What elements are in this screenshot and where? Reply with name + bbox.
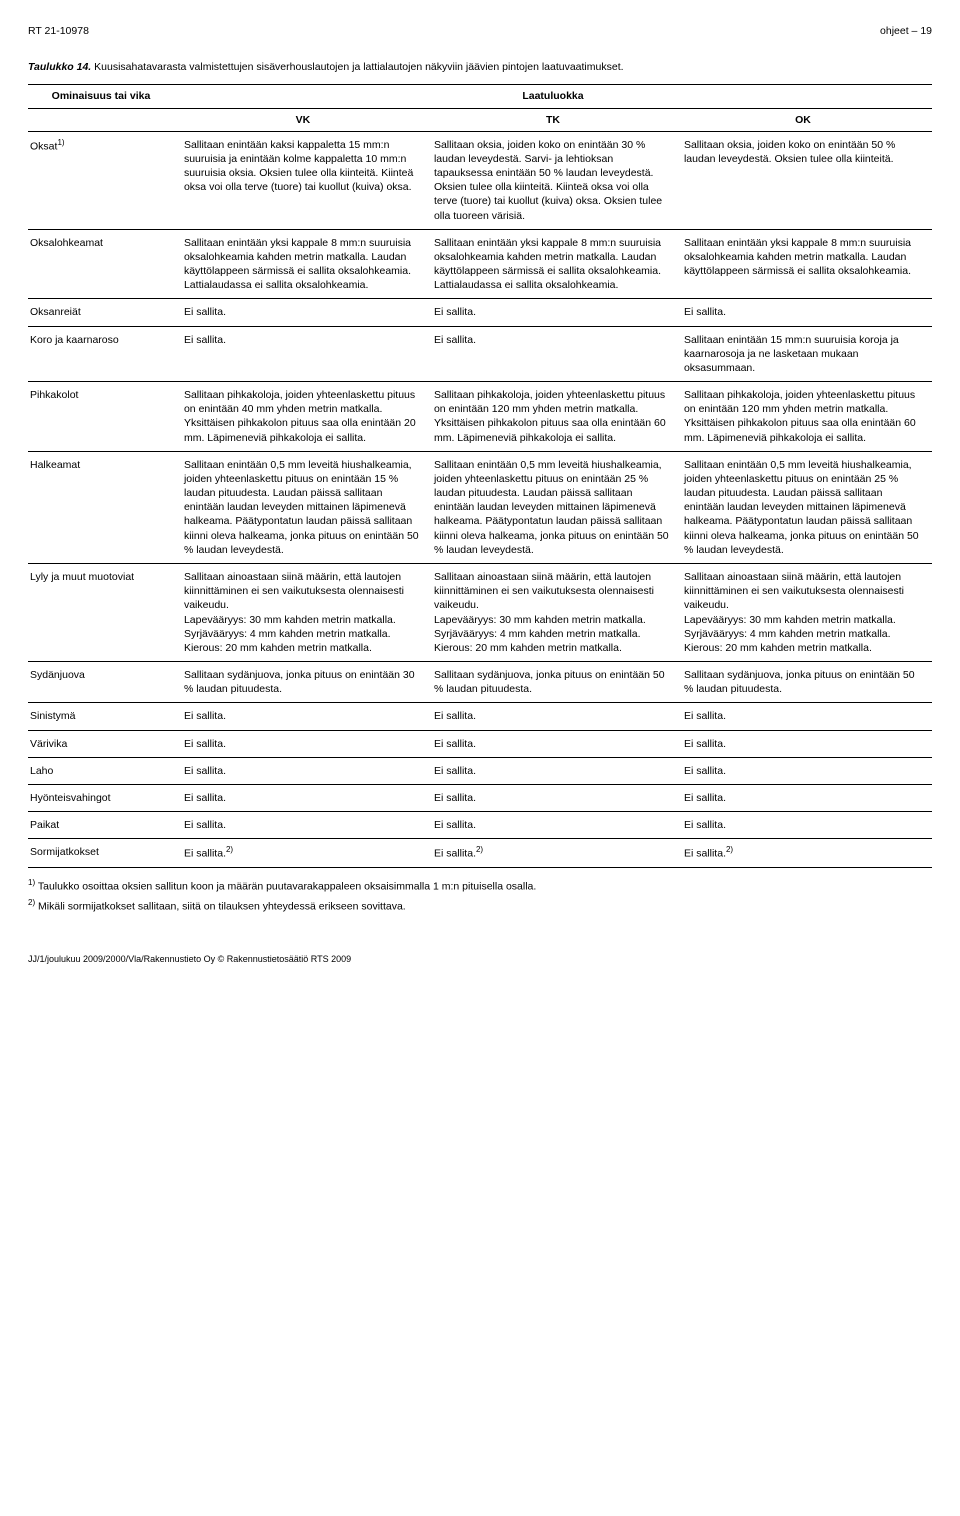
cell-tk: Ei sallita. (432, 812, 682, 839)
cell-vk: Sallitaan sydänjuova, jonka pituus on en… (182, 662, 432, 703)
footnote-2: 2) Mikäli sormijatkokset sallitaan, siit… (28, 898, 932, 914)
cell-ok: Ei sallita. (682, 812, 932, 839)
cell-vk: Sallitaan enintään 0,5 mm leveitä hiusha… (182, 451, 432, 563)
row-label: Pihkakolot (28, 382, 182, 452)
table-row: Koro ja kaarnarosoEi sallita.Ei sallita.… (28, 326, 932, 382)
table-row: OksalohkeamatSallitaan enintään yksi kap… (28, 229, 932, 299)
cell-ok: Ei sallita.2) (682, 839, 932, 868)
table-row: SormijatkoksetEi sallita.2)Ei sallita.2)… (28, 839, 932, 868)
cell-ok: Sallitaan ainoastaan siinä määrin, että … (682, 563, 932, 661)
table-row: Lyly ja muut muotoviatSallitaan ainoasta… (28, 563, 932, 661)
row-label: Hyönteisvahingot (28, 784, 182, 811)
table-row: PihkakolotSallitaan pihkakoloja, joiden … (28, 382, 932, 452)
page-footer: JJ/1/joulukuu 2009/2000/Vla/Rakennustiet… (28, 953, 932, 965)
cell-tk: Ei sallita. (432, 730, 682, 757)
cell-tk: Ei sallita. (432, 757, 682, 784)
footnotes: 1) Taulukko osoittaa oksien sallitun koo… (28, 878, 932, 913)
row-label: Oksat1) (28, 131, 182, 229)
cell-tk: Sallitaan enintään yksi kappale 8 mm:n s… (432, 229, 682, 299)
cell-tk: Sallitaan pihkakoloja, joiden yhteenlask… (432, 382, 682, 452)
cell-tk: Ei sallita. (432, 703, 682, 730)
cell-vk: Sallitaan pihkakoloja, joiden yhteenlask… (182, 382, 432, 452)
table-col-header-row: VK TK OK (28, 108, 932, 131)
cell-vk: Ei sallita. (182, 757, 432, 784)
col-header-ok: OK (682, 108, 932, 131)
cell-tk: Ei sallita. (432, 326, 682, 382)
cell-vk: Ei sallita. (182, 730, 432, 757)
row-label: Sydänjuova (28, 662, 182, 703)
table-row: VärivikaEi sallita.Ei sallita.Ei sallita… (28, 730, 932, 757)
cell-tk: Ei sallita. (432, 784, 682, 811)
cell-vk: Sallitaan ainoastaan siinä määrin, että … (182, 563, 432, 661)
table-row: HyönteisvahingotEi sallita.Ei sallita.Ei… (28, 784, 932, 811)
footnote-1: 1) Taulukko osoittaa oksien sallitun koo… (28, 878, 932, 894)
table-row: LahoEi sallita.Ei sallita.Ei sallita. (28, 757, 932, 784)
row-label: Sinistymä (28, 703, 182, 730)
quality-table: Ominaisuus tai vika Laatuluokka VK TK OK… (28, 84, 932, 868)
table-row: PaikatEi sallita.Ei sallita.Ei sallita. (28, 812, 932, 839)
row-label: Lyly ja muut muotoviat (28, 563, 182, 661)
cell-ok: Sallitaan sydänjuova, jonka pituus on en… (682, 662, 932, 703)
page-header: RT 21-10978 ohjeet – 19 (28, 24, 932, 38)
caption-rest: Kuusisahatavarasta valmistettujen sisäve… (91, 61, 623, 73)
cell-vk: Ei sallita. (182, 703, 432, 730)
table-row: SydänjuovaSallitaan sydänjuova, jonka pi… (28, 662, 932, 703)
cell-vk: Sallitaan enintään kaksi kappaletta 15 m… (182, 131, 432, 229)
cell-vk: Ei sallita. (182, 326, 432, 382)
cell-ok: Ei sallita. (682, 730, 932, 757)
cell-tk: Sallitaan sydänjuova, jonka pituus on en… (432, 662, 682, 703)
row-label: Laho (28, 757, 182, 784)
header-left: RT 21-10978 (28, 24, 89, 38)
cell-ok: Sallitaan pihkakoloja, joiden yhteenlask… (682, 382, 932, 452)
table-row: HalkeamatSallitaan enintään 0,5 mm levei… (28, 451, 932, 563)
row-label: Sormijatkokset (28, 839, 182, 868)
table-row: OksanreiätEi sallita.Ei sallita.Ei salli… (28, 299, 932, 326)
caption-bold: Taulukko 14. (28, 61, 91, 73)
cell-tk: Sallitaan oksia, joiden koko on enintään… (432, 131, 682, 229)
col-header-tk: TK (432, 108, 682, 131)
cell-ok: Sallitaan enintään 15 mm:n suuruisia kor… (682, 326, 932, 382)
header-right: ohjeet – 19 (880, 24, 932, 38)
cell-tk: Ei sallita.2) (432, 839, 682, 868)
table-group-header-row: Ominaisuus tai vika Laatuluokka (28, 85, 932, 108)
cell-ok: Ei sallita. (682, 784, 932, 811)
col-header-property: Ominaisuus tai vika (28, 85, 182, 108)
cell-tk: Sallitaan enintään 0,5 mm leveitä hiusha… (432, 451, 682, 563)
cell-ok: Ei sallita. (682, 757, 932, 784)
table-caption: Taulukko 14. Kuusisahatavarasta valmiste… (28, 60, 932, 74)
col-group-header: Laatuluokka (182, 85, 932, 108)
cell-vk: Ei sallita. (182, 812, 432, 839)
row-label: Oksanreiät (28, 299, 182, 326)
cell-ok: Sallitaan enintään 0,5 mm leveitä hiusha… (682, 451, 932, 563)
col-header-empty (28, 108, 182, 131)
row-label: Oksalohkeamat (28, 229, 182, 299)
row-label: Halkeamat (28, 451, 182, 563)
cell-vk: Ei sallita. (182, 784, 432, 811)
row-label: Värivika (28, 730, 182, 757)
cell-vk: Ei sallita.2) (182, 839, 432, 868)
row-label: Koro ja kaarnaroso (28, 326, 182, 382)
cell-vk: Ei sallita. (182, 299, 432, 326)
cell-tk: Ei sallita. (432, 299, 682, 326)
cell-ok: Sallitaan enintään yksi kappale 8 mm:n s… (682, 229, 932, 299)
col-header-vk: VK (182, 108, 432, 131)
cell-vk: Sallitaan enintään yksi kappale 8 mm:n s… (182, 229, 432, 299)
cell-ok: Ei sallita. (682, 299, 932, 326)
cell-ok: Ei sallita. (682, 703, 932, 730)
row-label: Paikat (28, 812, 182, 839)
table-row: SinistymäEi sallita.Ei sallita.Ei sallit… (28, 703, 932, 730)
table-row: Oksat1)Sallitaan enintään kaksi kappalet… (28, 131, 932, 229)
cell-ok: Sallitaan oksia, joiden koko on enintään… (682, 131, 932, 229)
cell-tk: Sallitaan ainoastaan siinä määrin, että … (432, 563, 682, 661)
